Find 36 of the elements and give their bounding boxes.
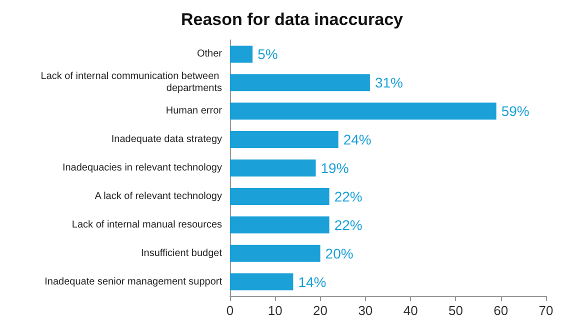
y-tick-label: Lack of internal communication between departments bbox=[40, 71, 222, 94]
bar bbox=[230, 160, 316, 176]
x-tick-label: 60 bbox=[494, 303, 508, 318]
y-tick-label: Human error bbox=[166, 106, 223, 117]
data-label: 24% bbox=[343, 132, 372, 148]
chart-title: Reason for data inaccuracy bbox=[180, 10, 404, 29]
bar bbox=[230, 244, 320, 262]
x-tick-label: 70 bbox=[538, 303, 554, 318]
x-tick-label: 10 bbox=[268, 303, 282, 318]
y-tick-label: A lack of relevant technology bbox=[94, 190, 222, 202]
data-label: 14% bbox=[298, 274, 326, 290]
y-tick-label: Lack of internal manual resources bbox=[72, 219, 222, 230]
data-label: 22% bbox=[334, 216, 362, 233]
bar bbox=[230, 188, 330, 205]
data-label: 20% bbox=[325, 245, 354, 262]
data-label: 5% bbox=[258, 46, 278, 62]
x-tick-label: 40 bbox=[403, 303, 418, 318]
y-tick-label: Inadequacies in relevant technology bbox=[62, 162, 222, 174]
bar bbox=[230, 131, 338, 148]
bar bbox=[230, 46, 253, 63]
x-tick-label: 20 bbox=[313, 303, 328, 318]
x-tick-label: 30 bbox=[358, 303, 373, 318]
data-label: 59% bbox=[501, 103, 530, 120]
y-tick-label: Other bbox=[196, 48, 223, 60]
y-tick-label: Insufficient budget bbox=[141, 248, 222, 259]
bar bbox=[230, 273, 294, 290]
y-tick-label: Inadequate data strategy bbox=[111, 134, 222, 146]
data-label: 19% bbox=[320, 160, 349, 176]
bar bbox=[230, 74, 370, 92]
x-tick-label: 0 bbox=[226, 303, 234, 318]
y-tick-label: Inadequate senior management support bbox=[44, 276, 222, 288]
bar bbox=[230, 216, 330, 234]
data-label: 31% bbox=[374, 74, 403, 91]
x-tick-label: 50 bbox=[448, 303, 463, 318]
bar bbox=[230, 102, 496, 120]
data-label: 22% bbox=[334, 188, 362, 204]
